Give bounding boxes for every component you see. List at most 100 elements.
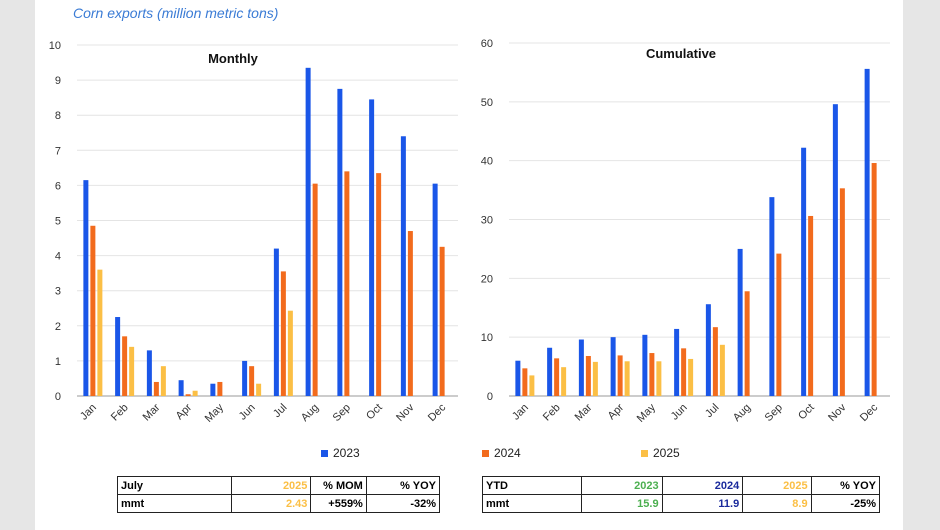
cumulative-bar-2024-nov — [839, 188, 845, 396]
monthly-ytick-label: 10 — [49, 40, 61, 52]
monthly-bar-2023-may — [210, 383, 216, 396]
cumulative-bar-2025-jan — [529, 375, 535, 396]
cumulative-bar-2024-jan — [522, 368, 528, 396]
monthly-bar-2024-dec — [439, 246, 445, 396]
cumulative-xtick-label: Jul — [703, 402, 721, 420]
cumulative-bar-2023-jan — [515, 360, 521, 396]
cumulative-bar-2024-jul — [712, 327, 718, 396]
monthly-ytick-label: 8 — [55, 110, 61, 122]
monthly-bar-2023-jan — [83, 180, 89, 396]
legend-item-2025: 2025 — [641, 446, 680, 460]
monthly-bar-2023-sep — [337, 88, 343, 396]
monthly-ytick-label: 4 — [55, 251, 61, 263]
table-cell: mmt — [482, 494, 582, 513]
cumulative-bar-2024-apr — [617, 355, 623, 396]
report-panel: Corn exports (million metric tons) 0 1 2 3 4… — [35, 0, 903, 530]
chart-subtitle: Corn exports (million metric tons) — [73, 5, 279, 21]
cumulative-ytick-label: 30 — [481, 215, 493, 227]
monthly-bar-2024-nov — [407, 231, 413, 396]
monthly-bar-2024-jan — [90, 225, 96, 396]
cumulative-xtick-label: May — [635, 401, 659, 425]
cumulative-ytick-label: 0 — [487, 391, 493, 403]
cumulative-xtick-label: Mar — [573, 401, 595, 423]
monthly-title: Monthly — [208, 51, 259, 66]
cumulative-bar-2024-dec — [871, 163, 877, 396]
cumulative-xtick-label: Aug — [731, 402, 753, 424]
monthly-bar-2025-jan — [97, 269, 103, 396]
cumulative-bar-2023-may — [642, 334, 648, 396]
table-row: July 2025 % MOM % YOY — [116, 476, 441, 495]
cumulative-ytick-label: 40 — [481, 156, 493, 168]
ytd-summary-table: YTD 2023 2024 2025 % YOY mmt 15.9 11.9 8… — [482, 476, 881, 513]
legend-label-2025: 2025 — [653, 446, 680, 460]
legend-item-2023: 2023 — [321, 446, 360, 460]
monthly-bar-2025-feb — [129, 346, 135, 396]
cumulative-xtick-label: Jun — [669, 402, 690, 423]
cumulative-bar-2023-jul — [705, 304, 711, 396]
monthly-bar-2025-apr — [192, 390, 198, 396]
table-row: mmt 2.43 +559% -32% — [116, 494, 441, 513]
legend-item-2024: 2024 — [482, 446, 521, 460]
cumulative-bar-2025-feb — [561, 367, 567, 396]
legend-swatch-2024 — [482, 449, 489, 457]
monthly-summary-table: July 2025 % MOM % YOY mmt 2.43 +559% -32… — [116, 476, 441, 513]
table-cell: 2025 — [231, 476, 312, 495]
cumulative-ytick-label: 60 — [481, 38, 493, 50]
cumulative-bar-2023-jun — [674, 328, 680, 396]
monthly-ytick-label: 2 — [55, 321, 61, 333]
table-cell: 2023 — [580, 476, 663, 495]
monthly-bar-2023-jul — [273, 248, 279, 396]
cumulative-bar-2023-aug — [737, 248, 743, 396]
monthly-bar-2024-apr — [185, 394, 191, 396]
cumulative-bar-2024-mar — [585, 355, 591, 396]
cumulative-bar-2023-feb — [547, 347, 553, 396]
legend-label-2023: 2023 — [333, 446, 360, 460]
table-cell: 2024 — [661, 476, 744, 495]
monthly-ytick-label: 9 — [55, 75, 61, 87]
monthly-bar-2023-mar — [146, 350, 152, 396]
cumulative-bar-2024-may — [649, 353, 655, 396]
legend: 2023 2024 2025 — [35, 446, 903, 462]
cumulative-bar-2023-nov — [832, 104, 838, 396]
monthly-bar-2024-feb — [122, 336, 128, 396]
monthly-bar-2025-mar — [160, 366, 166, 396]
monthly-ytick-label: 0 — [55, 391, 61, 403]
monthly-ytick-label: 3 — [55, 286, 61, 298]
monthly-bar-2024-jul — [280, 271, 286, 396]
table-cell: 8.9 — [742, 494, 812, 513]
cumulative-bar-2023-apr — [610, 337, 616, 396]
cumulative-bar-2024-oct — [808, 215, 814, 396]
legend-label-2024: 2024 — [494, 446, 521, 460]
table-cell: YTD — [482, 476, 582, 495]
monthly-bar-2024-oct — [376, 173, 382, 396]
legend-swatch-2025 — [641, 449, 648, 457]
table-cell: % MOM — [310, 476, 367, 495]
cumulative-ytick-label: 20 — [481, 273, 493, 285]
table-cell: mmt — [116, 494, 233, 513]
table-cell: July — [116, 476, 233, 495]
monthly-bar-2024-mar — [153, 381, 159, 396]
monthly-bar-2023-dec — [432, 183, 438, 396]
monthly-bar-2024-aug — [312, 183, 318, 396]
cumulative-bar-2023-mar — [578, 339, 584, 396]
table-cell: 15.9 — [580, 494, 663, 513]
cumulative-xtick-label: Apr — [606, 401, 627, 422]
monthly-bar-2025-jun — [256, 383, 262, 396]
cumulative-bar-2025-may — [656, 361, 662, 396]
cumulative-xtick-label: Sep — [763, 402, 785, 424]
monthly-bar-2023-aug — [305, 67, 311, 396]
table-cell: 11.9 — [661, 494, 744, 513]
cumulative-bar-2023-sep — [769, 197, 775, 396]
monthly-bar-2023-nov — [400, 136, 406, 396]
cumulative-bar-2025-jul — [719, 344, 725, 396]
cumulative-bar-2025-mar — [592, 361, 598, 396]
cumulative-bar-2024-aug — [744, 291, 750, 396]
cumulative-chart: 0 10 20 30 40 50 60 Cumulative Jan Feb Mar Apr May Ju… — [481, 38, 890, 425]
cumulative-ytick-label: 50 — [481, 97, 493, 109]
cumulative-title: Cumulative — [646, 46, 716, 61]
cumulative-xtick-label: Nov — [826, 401, 849, 424]
table-row: mmt 15.9 11.9 8.9 -25% — [482, 494, 881, 513]
monthly-bar-2023-apr — [178, 380, 184, 396]
monthly-bar-2023-oct — [369, 99, 375, 396]
cumulative-bar-2025-apr — [624, 361, 630, 396]
